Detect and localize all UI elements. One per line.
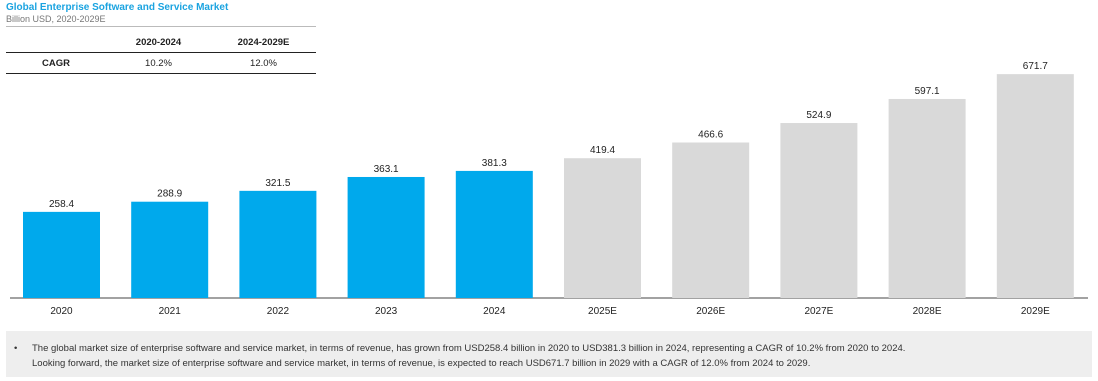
note-line-1: The global market size of enterprise sof… bbox=[32, 343, 906, 354]
data-label-2022: 321.5 bbox=[265, 178, 290, 189]
data-label-2024: 381.3 bbox=[482, 158, 507, 169]
data-label-2023: 363.1 bbox=[374, 164, 399, 175]
data-label-2026E: 466.6 bbox=[698, 129, 723, 140]
data-label-2020: 258.4 bbox=[49, 199, 74, 210]
x-tick-label-2028E: 2028E bbox=[913, 306, 942, 317]
bar-2020 bbox=[23, 211, 100, 298]
bar-2024 bbox=[455, 170, 533, 298]
chart-title: Global Enterprise Software and Service M… bbox=[6, 2, 229, 13]
x-tick-label-2025E: 2025E bbox=[588, 306, 617, 317]
x-tick-label-2029E: 2029E bbox=[1021, 306, 1050, 317]
cagr-header-period-2: 2024-2029E bbox=[237, 36, 290, 48]
bar-2029E bbox=[996, 74, 1074, 298]
data-label-2028E: 597.1 bbox=[915, 86, 940, 97]
cagr-header-period-1: 2020-2024 bbox=[135, 36, 182, 48]
cagr-value-1: 10.2% bbox=[145, 57, 172, 69]
note-line-2: Looking forward, the market size of ente… bbox=[32, 358, 811, 369]
subtitle-divider bbox=[6, 26, 316, 27]
cagr-table-row: CAGR 10.2% 12.0% bbox=[6, 53, 316, 74]
bar-2023 bbox=[347, 176, 425, 298]
x-tick-label-2027E: 2027E bbox=[804, 306, 833, 317]
x-tick-label-2024: 2024 bbox=[483, 306, 506, 317]
data-label-2021: 288.9 bbox=[157, 189, 182, 200]
note-bullet: • bbox=[14, 343, 18, 354]
bar-2027E bbox=[780, 123, 858, 298]
cagr-table: 2020-2024 2024-2029E CAGR 10.2% 12.0% bbox=[6, 32, 316, 74]
x-tick-label-2020: 2020 bbox=[50, 306, 73, 317]
bar-2021 bbox=[131, 201, 209, 298]
chart-subtitle: Billion USD, 2020-2029E bbox=[6, 14, 106, 24]
data-label-2027E: 524.9 bbox=[806, 110, 831, 121]
x-tick-label-2023: 2023 bbox=[375, 306, 398, 317]
bar-2026E bbox=[672, 142, 750, 298]
x-tick-label-2026E: 2026E bbox=[696, 306, 725, 317]
data-label-2025E: 419.4 bbox=[590, 145, 615, 156]
cagr-row-label: CAGR bbox=[42, 57, 70, 69]
bar-2025E bbox=[564, 158, 641, 298]
x-tick-label-2021: 2021 bbox=[159, 306, 182, 317]
cagr-table-header: 2020-2024 2024-2029E bbox=[6, 32, 316, 53]
bar-2028E bbox=[888, 98, 966, 298]
data-label-2029E: 671.7 bbox=[1023, 61, 1048, 72]
bar-chart: 258.4 2020 288.9 2021 321.5 2022 363.1 2023 381.… bbox=[10, 61, 1088, 317]
summary-note: • The global market size of enterprise s… bbox=[6, 331, 1092, 377]
x-tick-label-2022: 2022 bbox=[267, 306, 290, 317]
cagr-value-2: 12.0% bbox=[250, 57, 277, 69]
bar-2022 bbox=[239, 190, 317, 298]
